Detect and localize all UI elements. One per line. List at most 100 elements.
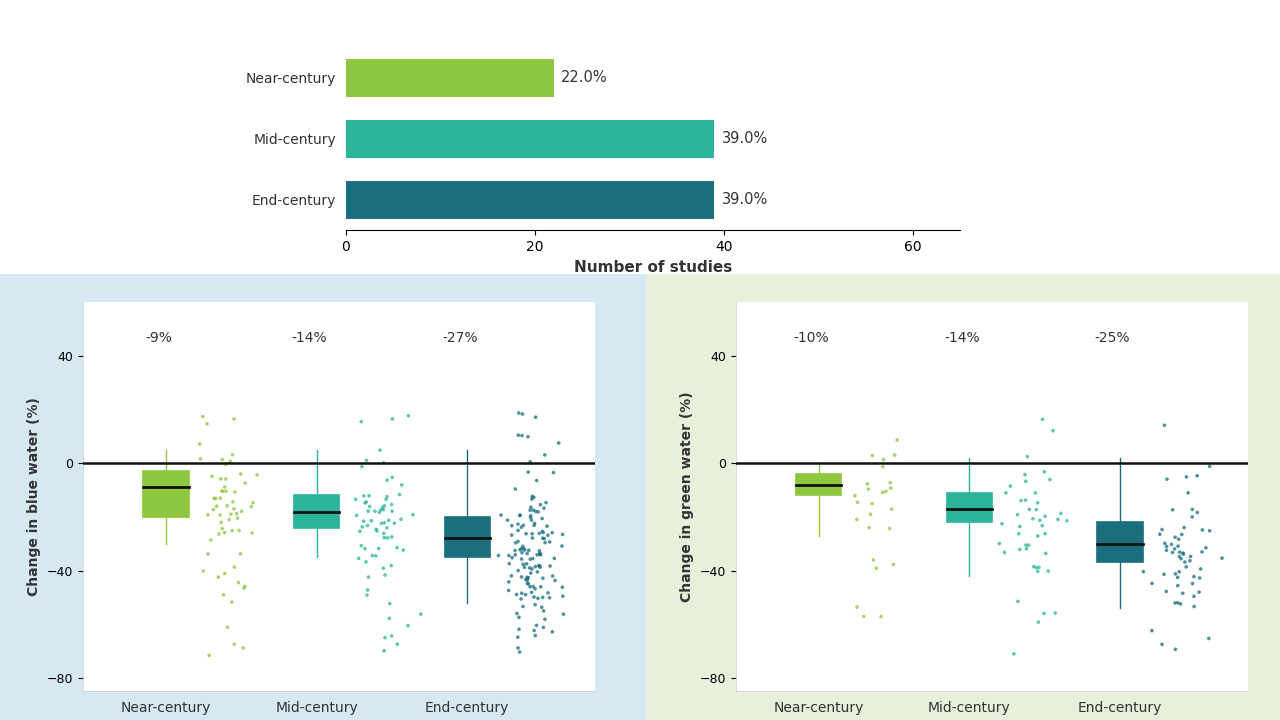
Point [193, 565, 214, 577]
Point [1165, 531, 1185, 543]
Point [1190, 563, 1211, 575]
Point [512, 430, 532, 441]
Point [204, 504, 224, 516]
Point [498, 514, 518, 526]
Point [1153, 569, 1174, 580]
Point [361, 515, 381, 526]
Point [502, 552, 522, 564]
Point [521, 514, 541, 526]
Point [490, 509, 511, 521]
Point [516, 574, 536, 585]
Point [996, 487, 1016, 499]
Point [352, 461, 372, 472]
Point [517, 575, 538, 586]
Point [508, 631, 529, 643]
Point [197, 418, 218, 430]
Point [499, 550, 520, 562]
Point [518, 572, 539, 583]
Bar [947, 492, 992, 522]
Point [1167, 541, 1188, 552]
Point [390, 513, 411, 525]
Point [861, 498, 882, 509]
Point [508, 564, 529, 576]
Point [508, 408, 529, 419]
Bar [346, 120, 714, 158]
Point [221, 525, 242, 536]
Point [242, 527, 262, 539]
Point [381, 505, 402, 517]
Point [215, 485, 236, 497]
Point [1034, 466, 1055, 477]
Point [1171, 553, 1192, 564]
Point [522, 553, 543, 564]
Bar [346, 59, 553, 96]
Point [398, 410, 419, 421]
Point [358, 490, 379, 502]
Point [1011, 495, 1032, 506]
Point [374, 457, 394, 469]
Point [517, 572, 538, 583]
Point [1018, 451, 1038, 462]
Point [233, 642, 253, 654]
Text: -25%: -25% [1094, 331, 1130, 346]
Point [526, 474, 547, 486]
Point [520, 581, 540, 593]
Point [356, 556, 376, 567]
Point [374, 517, 394, 528]
Point [543, 570, 563, 582]
Point [1199, 461, 1220, 472]
Point [512, 588, 532, 599]
Point [511, 571, 531, 582]
Point [535, 613, 556, 625]
Point [536, 521, 557, 532]
Point [206, 500, 227, 512]
Text: 39.0%: 39.0% [722, 131, 768, 146]
Point [471, 546, 492, 557]
Point [873, 454, 893, 465]
Point [353, 516, 374, 527]
Bar [1097, 522, 1143, 562]
Point [1028, 566, 1048, 577]
Point [527, 549, 548, 561]
Point [518, 578, 539, 590]
Point [355, 543, 375, 554]
Point [538, 587, 558, 598]
Point [1162, 504, 1183, 516]
Point [1036, 528, 1056, 539]
Point [539, 592, 559, 603]
Point [859, 522, 879, 534]
Point [508, 624, 529, 635]
Point [387, 542, 407, 554]
Point [509, 509, 530, 521]
Point [524, 520, 544, 531]
Point [1032, 520, 1052, 531]
Point [847, 497, 868, 508]
Point [992, 518, 1012, 529]
Point [507, 589, 527, 600]
Point [357, 584, 378, 595]
Point [225, 486, 246, 498]
Point [355, 498, 375, 509]
Point [189, 438, 210, 450]
Point [530, 499, 550, 510]
Point [227, 508, 247, 519]
Point [515, 544, 535, 556]
Point [387, 639, 407, 650]
Point [356, 496, 376, 508]
Point [1180, 551, 1201, 562]
Point [1027, 562, 1047, 573]
Point [205, 492, 225, 504]
Point [858, 483, 878, 495]
Point [223, 449, 243, 460]
Point [379, 515, 399, 526]
Point [370, 444, 390, 456]
Point [1032, 413, 1052, 425]
Point [534, 533, 554, 544]
Point [530, 562, 550, 573]
Point [212, 454, 233, 465]
Point [214, 527, 234, 539]
Point [215, 481, 236, 492]
Point [1178, 487, 1198, 499]
Point [520, 554, 540, 565]
Point [1016, 543, 1037, 554]
